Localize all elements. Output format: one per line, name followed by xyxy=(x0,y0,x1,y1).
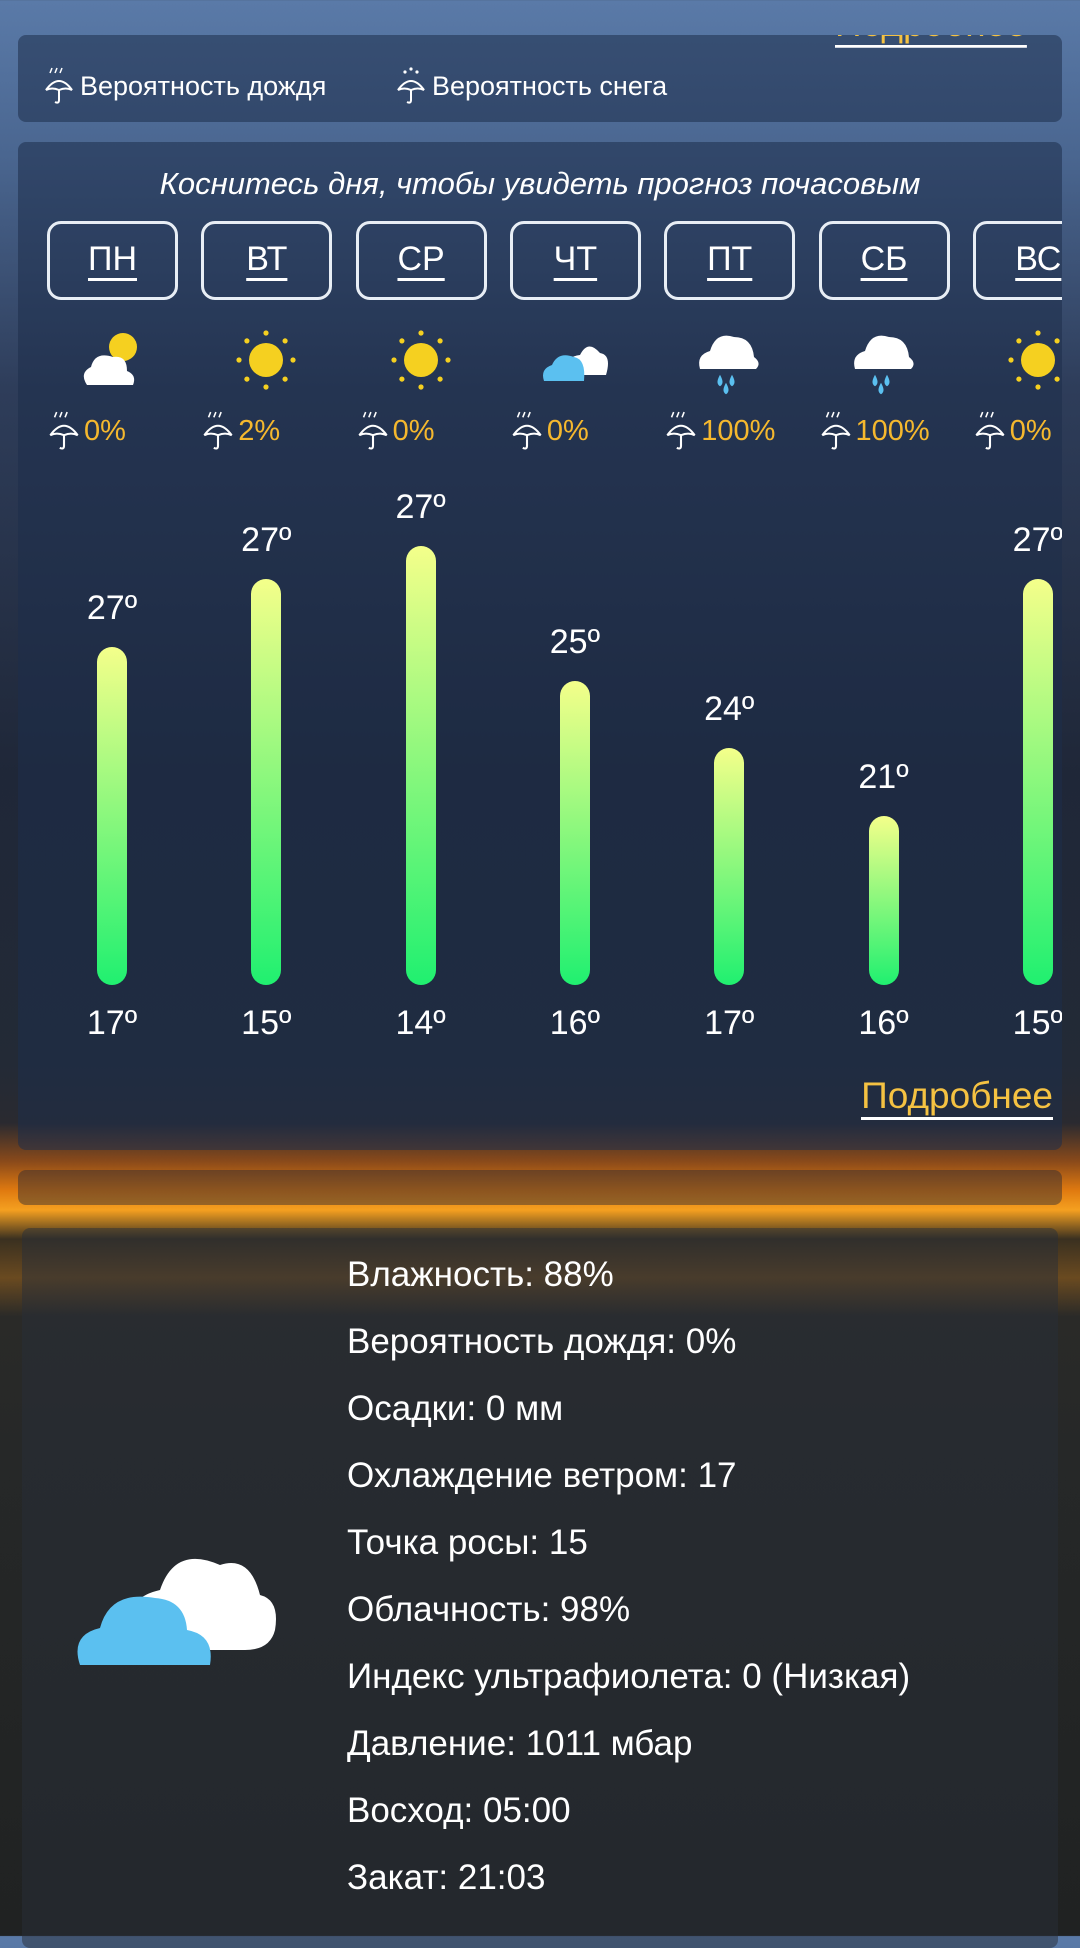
day-label: СБ xyxy=(860,240,908,278)
umbrella-rain-icon xyxy=(203,411,233,450)
snow-legend: Вероятность снега xyxy=(394,66,667,106)
umbrella-rain-icon xyxy=(358,411,388,450)
day-tab-5[interactable]: СБ xyxy=(818,221,950,300)
rain-icon xyxy=(699,335,759,395)
high-temp-label: 27º xyxy=(86,589,138,627)
temp-range-bar xyxy=(714,748,745,985)
umbrella-rain-icon xyxy=(666,411,696,450)
umbrella-snow-icon xyxy=(397,67,425,104)
temp-range-bar xyxy=(1022,579,1053,985)
sun-icon xyxy=(390,330,451,390)
temp-range-bar xyxy=(97,647,127,985)
more-button-forecast[interactable]: Подробнее xyxy=(861,1075,1053,1120)
day-label: ВТ xyxy=(246,240,288,278)
precip-value: 100% xyxy=(855,414,930,447)
precip-value: 0% xyxy=(392,414,435,447)
sun-icon xyxy=(236,330,296,390)
day-label: ВС xyxy=(1015,240,1062,278)
forecast-hint: Коснитесь дня, чтобы увидеть прогноз поч… xyxy=(159,166,921,201)
low-temp-label: 15º xyxy=(1012,1004,1062,1042)
high-temp-label: 25º xyxy=(549,622,601,661)
precip-chance: 0% xyxy=(509,410,589,452)
clouds-icon xyxy=(542,346,608,381)
high-temp-label: 24º xyxy=(704,690,755,729)
precip-chance: 2% xyxy=(200,410,280,452)
umbrella-rain-icon xyxy=(45,67,73,104)
low-temp-label: 17º xyxy=(704,1004,755,1042)
high-temp-label: 27º xyxy=(395,487,446,526)
detail-row: Индекс ультрафиолета: 0 (Низкая) xyxy=(347,1657,911,1696)
detail-row: Восход: 05:00 xyxy=(347,1791,571,1830)
umbrella-rain-icon xyxy=(49,411,79,450)
day-tab-0[interactable]: ПН xyxy=(47,221,178,300)
empty-card xyxy=(18,1170,1062,1205)
precip-legend-card xyxy=(18,35,1062,122)
detail-row: Осадки: 0 мм xyxy=(347,1389,564,1428)
day-tab-1[interactable]: ВТ xyxy=(201,221,333,300)
low-temp-label: 17º xyxy=(86,1004,138,1042)
detail-row: Закат: 21:03 xyxy=(347,1858,546,1897)
snow-legend-label: Вероятность снега xyxy=(432,70,668,101)
temp-range-bar xyxy=(868,816,899,985)
precip-value: 100% xyxy=(701,414,776,447)
detail-row: Давление: 1011 мбар xyxy=(347,1724,693,1763)
precip-chance: 100% xyxy=(663,410,775,452)
detail-row: Точка росы: 15 xyxy=(347,1523,588,1562)
temp-range-bar xyxy=(405,545,436,985)
day-label: ПН xyxy=(88,240,137,278)
sun-icon xyxy=(1008,330,1060,390)
low-temp-label: 15º xyxy=(241,1004,292,1042)
precip-value: 0% xyxy=(84,414,126,447)
day-label: ПТ xyxy=(707,240,753,278)
precip-value: 0% xyxy=(1009,414,1052,447)
detail-row: Влажность: 88% xyxy=(347,1255,614,1294)
day-tab-2[interactable]: СР xyxy=(355,221,487,300)
precip-chance: 100% xyxy=(818,410,930,452)
low-temp-label: 16º xyxy=(549,1004,601,1042)
low-temp-label: 16º xyxy=(858,1004,909,1042)
high-temp-label: 27º xyxy=(241,521,292,560)
rain-legend-label: Вероятность дождя xyxy=(80,70,327,101)
partly-cloudy-sun-icon xyxy=(83,333,137,385)
day-label: СР xyxy=(397,240,445,278)
precip-chance: 0% xyxy=(355,410,435,452)
umbrella-rain-icon xyxy=(512,411,542,450)
day-tab-6[interactable]: ВС xyxy=(972,221,1062,300)
day-tab-3[interactable]: ЧТ xyxy=(509,221,641,300)
precip-value: 2% xyxy=(238,414,281,447)
detail-row: Охлаждение ветром: 17 xyxy=(347,1456,737,1495)
rain-legend: Вероятность дождя xyxy=(42,66,326,106)
umbrella-rain-icon xyxy=(820,411,851,450)
precip-chance: 0% xyxy=(46,410,126,452)
precip-chance: 0% xyxy=(972,410,1052,452)
day-label: ЧТ xyxy=(553,240,598,278)
low-temp-label: 14º xyxy=(395,1004,446,1042)
high-temp-label: 21º xyxy=(858,758,909,796)
details-list: Влажность: 88% Вероятность дождя: 0% Осадк… xyxy=(347,1250,910,1920)
more-button-top[interactable]: Подробнее xyxy=(835,35,1027,48)
temp-range-bar xyxy=(559,680,590,985)
detail-row: Вероятность дождя: 0% xyxy=(347,1322,737,1361)
day-tab-4[interactable]: ПТ xyxy=(664,221,796,300)
precip-value: 0% xyxy=(546,414,589,447)
clouds-icon xyxy=(77,1558,276,1665)
temp-range-bar xyxy=(251,579,282,985)
high-temp-label: 27º xyxy=(1012,521,1062,560)
umbrella-rain-icon xyxy=(975,411,1005,450)
detail-row: Облачность: 98% xyxy=(347,1590,631,1629)
rain-icon xyxy=(853,335,914,395)
